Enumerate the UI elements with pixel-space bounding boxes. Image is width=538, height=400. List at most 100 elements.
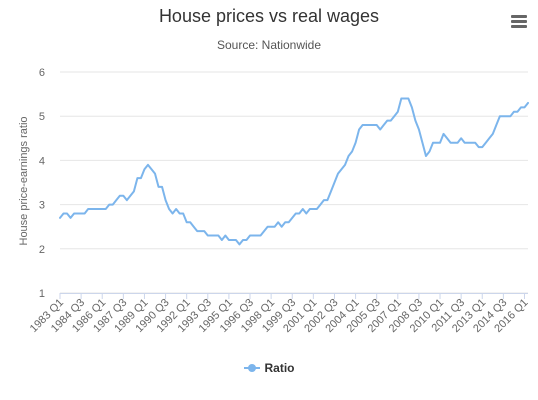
y-tick-label: 5 xyxy=(39,111,45,123)
y-axis-title: House price-earnings ratio xyxy=(18,116,30,245)
data-point[interactable] xyxy=(328,189,333,194)
y-tick-label: 6 xyxy=(39,67,45,79)
series-ratio xyxy=(58,96,531,247)
data-point[interactable] xyxy=(216,233,221,238)
data-point[interactable] xyxy=(346,153,351,158)
data-point[interactable] xyxy=(124,198,129,203)
data-point[interactable] xyxy=(508,114,513,119)
data-point[interactable] xyxy=(343,162,348,167)
data-point[interactable] xyxy=(68,215,73,220)
data-point[interactable] xyxy=(262,229,267,234)
data-point[interactable] xyxy=(413,118,418,123)
data-point[interactable] xyxy=(188,220,193,225)
y-axis-labels: 1 2 3 4 5 6 xyxy=(39,67,45,300)
data-point[interactable] xyxy=(423,153,428,158)
data-point[interactable] xyxy=(445,136,450,141)
data-point[interactable] xyxy=(202,229,207,234)
data-point[interactable] xyxy=(219,237,224,242)
data-point[interactable] xyxy=(65,211,70,216)
hamburger-menu-icon xyxy=(511,15,527,18)
data-point[interactable] xyxy=(272,224,277,229)
hamburger-menu-icon xyxy=(511,25,527,28)
data-point[interactable] xyxy=(357,127,362,132)
data-point[interactable] xyxy=(353,140,358,145)
hamburger-menu-icon xyxy=(511,20,527,23)
data-point[interactable] xyxy=(174,207,179,212)
data-point[interactable] xyxy=(339,167,344,172)
data-point[interactable] xyxy=(455,140,460,145)
legend: Ratio xyxy=(0,361,538,376)
data-point[interactable] xyxy=(381,123,386,128)
data-point[interactable] xyxy=(103,207,108,212)
data-point[interactable] xyxy=(494,123,499,128)
data-point[interactable] xyxy=(335,171,340,176)
data-point[interactable] xyxy=(526,100,531,105)
data-point[interactable] xyxy=(374,123,379,128)
data-point[interactable] xyxy=(388,118,393,123)
data-point[interactable] xyxy=(233,237,238,242)
data-point[interactable] xyxy=(110,202,115,207)
data-point[interactable] xyxy=(128,193,133,198)
chart-subtitle: Source: Nationwide xyxy=(216,38,322,52)
data-point[interactable] xyxy=(318,202,323,207)
data-point[interactable] xyxy=(58,215,63,220)
data-point[interactable] xyxy=(145,162,150,167)
data-point[interactable] xyxy=(290,215,295,220)
legend-item-ratio[interactable]: Ratio xyxy=(243,361,295,375)
data-point[interactable] xyxy=(300,207,305,212)
data-point[interactable] xyxy=(416,127,421,132)
data-point[interactable] xyxy=(149,167,154,172)
data-point[interactable] xyxy=(406,96,411,101)
data-point[interactable] xyxy=(420,140,425,145)
legend-label: Ratio xyxy=(264,361,295,375)
data-point[interactable] xyxy=(138,176,143,181)
data-point[interactable] xyxy=(487,136,492,141)
y-tick-label: 4 xyxy=(39,155,45,167)
data-point[interactable] xyxy=(276,220,281,225)
context-menu-button[interactable] xyxy=(510,12,528,30)
data-point[interactable] xyxy=(131,189,136,194)
data-point[interactable] xyxy=(160,184,165,189)
data-point[interactable] xyxy=(332,180,337,185)
data-point[interactable] xyxy=(483,140,488,145)
data-point[interactable] xyxy=(392,114,397,119)
data-point[interactable] xyxy=(191,224,196,229)
data-point[interactable] xyxy=(297,211,302,216)
data-point[interactable] xyxy=(441,131,446,136)
data-point[interactable] xyxy=(142,167,147,172)
series-line-ratio[interactable] xyxy=(59,97,529,246)
data-point[interactable] xyxy=(170,211,175,216)
data-point[interactable] xyxy=(121,193,126,198)
data-point[interactable] xyxy=(378,127,383,132)
data-point[interactable] xyxy=(522,105,527,110)
data-point[interactable] xyxy=(438,140,443,145)
data-point[interactable] xyxy=(237,242,242,247)
chart-title: House prices vs real wages xyxy=(158,6,380,26)
data-point[interactable] xyxy=(304,211,309,216)
data-point[interactable] xyxy=(114,198,119,203)
data-point[interactable] xyxy=(350,149,355,154)
data-point[interactable] xyxy=(325,198,330,203)
data-point[interactable] xyxy=(153,171,158,176)
data-point[interactable] xyxy=(473,140,478,145)
data-point[interactable] xyxy=(490,131,495,136)
data-point[interactable] xyxy=(395,109,400,114)
data-point[interactable] xyxy=(163,198,168,203)
data-point[interactable] xyxy=(286,220,291,225)
data-point[interactable] xyxy=(314,207,319,212)
data-point[interactable] xyxy=(279,224,284,229)
data-point[interactable] xyxy=(459,136,464,141)
data-point[interactable] xyxy=(515,109,520,114)
data-point[interactable] xyxy=(427,149,432,154)
data-point[interactable] xyxy=(167,207,172,212)
data-point[interactable] xyxy=(258,233,263,238)
data-point[interactable] xyxy=(409,105,414,110)
data-point[interactable] xyxy=(223,233,228,238)
data-point[interactable] xyxy=(480,145,485,150)
data-point[interactable] xyxy=(181,211,186,216)
data-point[interactable] xyxy=(82,211,87,216)
data-point[interactable] xyxy=(244,237,249,242)
